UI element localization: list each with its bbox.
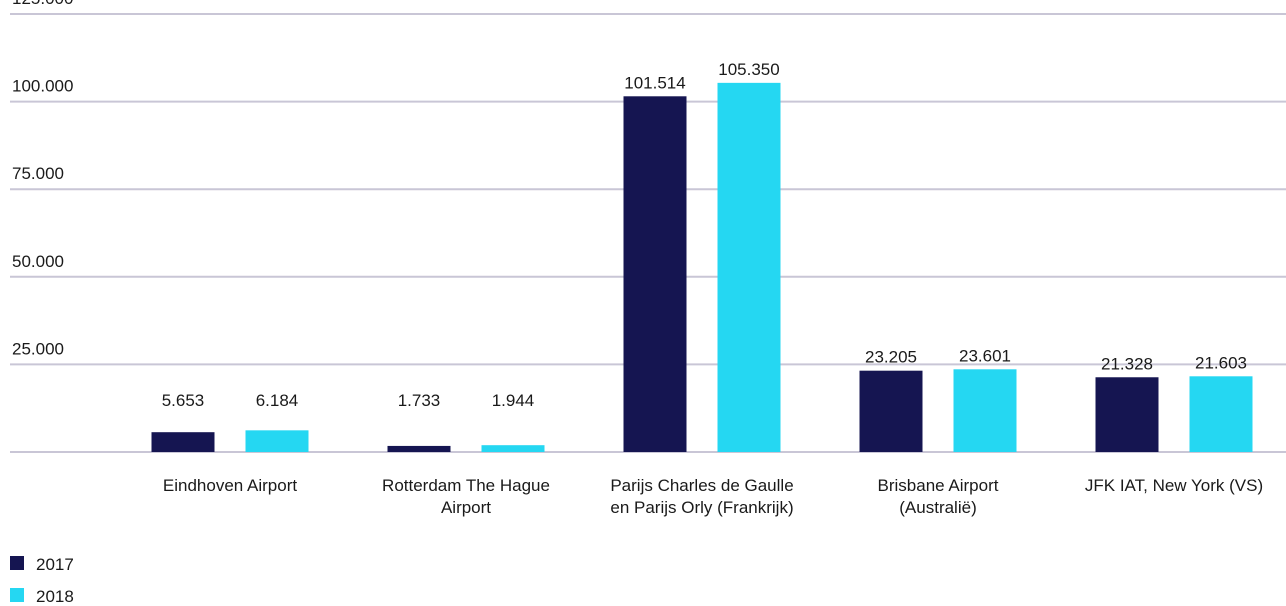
data-label: 5.653 [162,391,205,410]
bar-2017-4 [1095,377,1159,452]
data-label: 21.328 [1101,354,1153,373]
data-label: 6.184 [256,391,299,410]
bar-2018-2 [717,82,781,452]
data-label: 1.733 [398,391,441,410]
x-category-label: JFK IAT, New York (VS) [1085,476,1263,495]
x-category-label: (Australië) [899,498,976,517]
data-label: 101.514 [624,73,685,92]
bar-2017-0 [151,432,215,452]
bar-2018-4 [1189,376,1253,452]
data-label: 21.603 [1195,353,1247,372]
legend-swatch-2017 [10,556,24,570]
bar-2017-2 [623,96,687,452]
x-category-label: Brisbane Airport [878,476,999,495]
x-category-label: Eindhoven Airport [163,476,297,495]
y-tick-label: 75.000 [12,164,64,183]
bar-2018-3 [953,369,1017,452]
legend-label: 2018 [36,587,74,606]
bar-2017-3 [859,370,923,452]
bar-2017-1 [387,445,451,452]
data-label: 105.350 [718,60,779,79]
y-tick-label: 125.000 [12,0,73,8]
bar-2018-0 [245,430,309,452]
y-tick-label: 50.000 [12,252,64,271]
y-tick-label: 25.000 [12,339,64,358]
bar-2018-1 [481,445,545,452]
data-label: 23.205 [865,348,917,367]
data-label: 23.601 [959,346,1011,365]
x-category-label: Rotterdam The Hague [382,476,550,495]
x-category-label: Airport [441,498,491,517]
x-category-label: Parijs Charles de Gaulle [610,476,793,495]
x-category-label: en Parijs Orly (Frankrijk) [610,498,793,517]
legend-swatch-2018 [10,588,24,602]
y-tick-label: 100.000 [12,77,73,96]
data-label: 1.944 [492,391,535,410]
legend-label: 2017 [36,555,74,574]
